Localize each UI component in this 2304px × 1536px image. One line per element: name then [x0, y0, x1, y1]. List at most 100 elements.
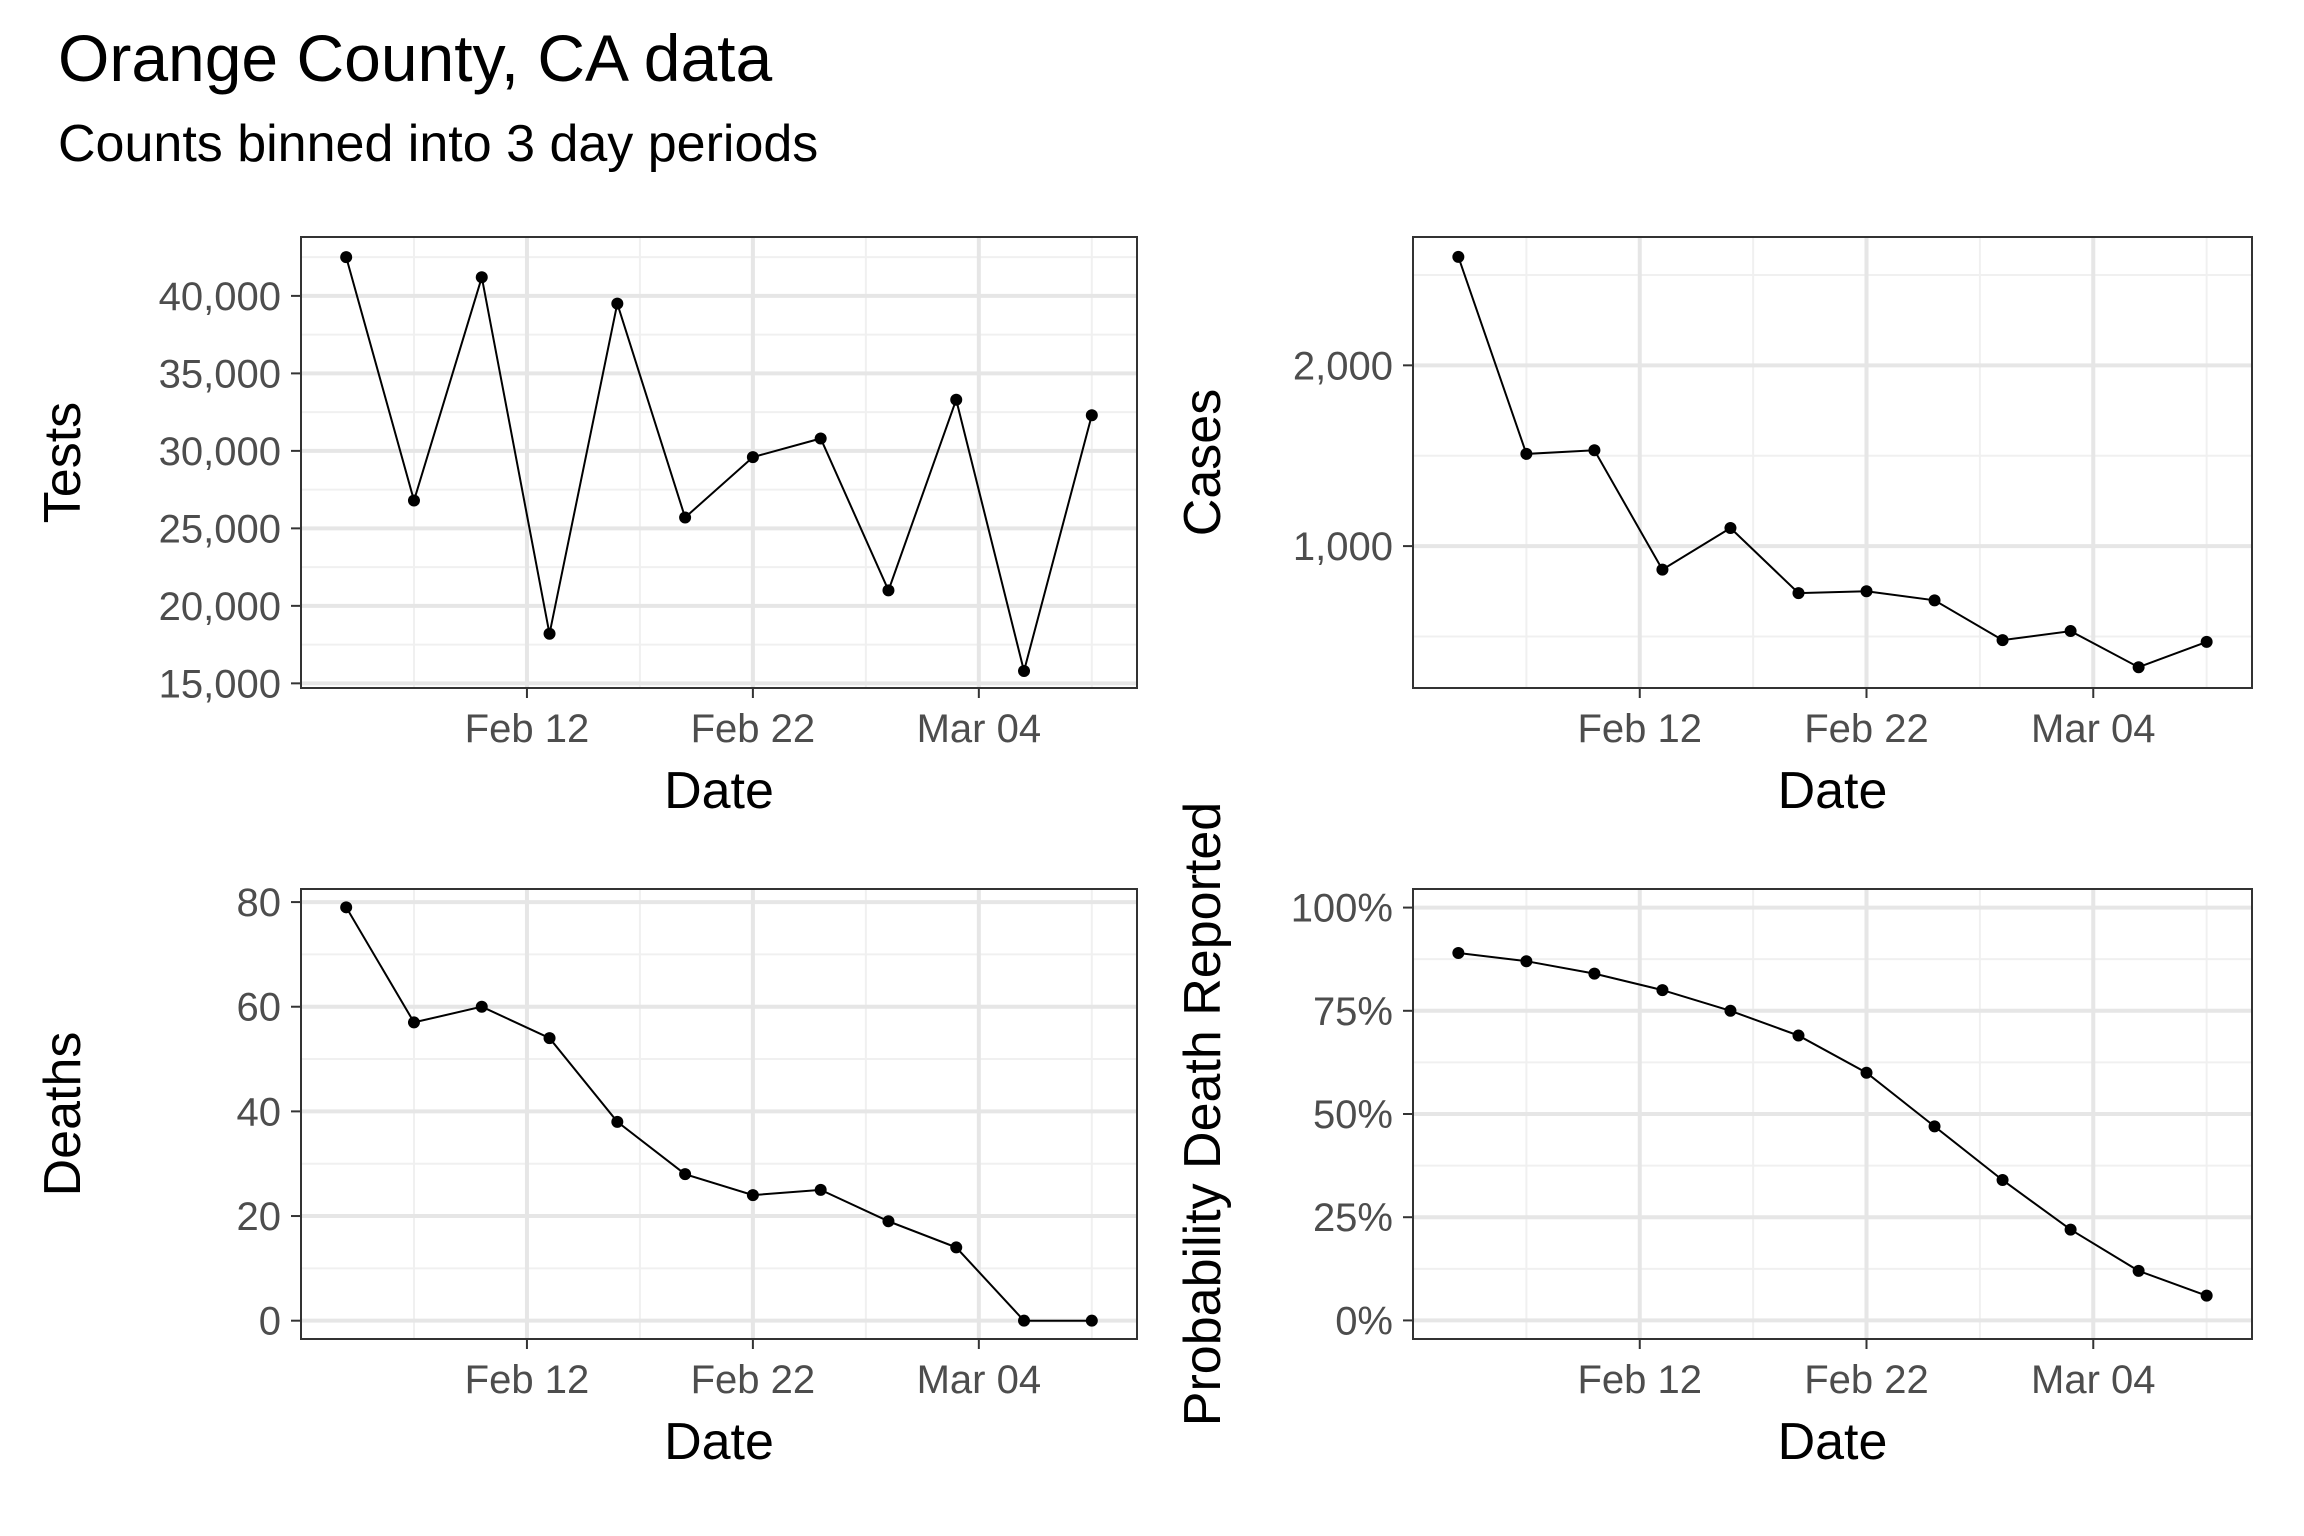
chart-panel-3: Feb 12 Feb 22 Mar 04 0 20 40 60 80 Date Deaths — [34, 881, 1138, 1471]
y-tick-label: 15,000 — [159, 662, 281, 706]
y-tick-label: 25,000 — [159, 507, 281, 551]
plot-background — [301, 889, 1137, 1339]
chart-panel-1: Feb 12 Feb 22 Mar 04 15,000 20,000 25,000 30,0… — [34, 236, 1138, 820]
y-tick-label: 40,000 — [159, 275, 281, 319]
data-point — [475, 271, 488, 284]
x-axis-title: Date — [1778, 1413, 1888, 1471]
data-point — [611, 1115, 624, 1128]
x-tick-label: Mar 04 — [917, 1358, 1042, 1402]
figure-title: Orange County, CA data — [58, 21, 773, 95]
panel-border — [300, 236, 1138, 689]
data-point — [1996, 1174, 2009, 1187]
data-point — [1452, 946, 1465, 959]
y-tick-label: 1,000 — [1293, 525, 1393, 569]
data-point — [746, 1189, 759, 1202]
data-point — [1792, 1029, 1805, 1042]
data-point — [340, 251, 353, 264]
x-tick-label: Feb 22 — [1804, 1358, 1929, 1402]
x-tick-label: Feb 22 — [691, 707, 816, 751]
data-point — [2064, 1223, 2077, 1236]
data-point — [2200, 1289, 2213, 1302]
y-tick-label: 2,000 — [1293, 344, 1393, 388]
data-point — [1018, 1314, 1031, 1327]
data-point — [746, 451, 759, 464]
y-axis-title: Deaths — [34, 1032, 92, 1197]
y-tick-label: 80 — [237, 881, 282, 925]
x-tick-label: Feb 12 — [1577, 707, 1702, 751]
data-point — [1656, 984, 1669, 997]
y-tick-label: 0% — [1335, 1299, 1393, 1343]
data-point — [1452, 250, 1465, 263]
data-point — [475, 1000, 488, 1013]
data-point — [611, 297, 624, 310]
y-tick-label: 30,000 — [159, 430, 281, 474]
data-point — [1928, 1120, 1941, 1133]
data-point — [1792, 587, 1805, 600]
series-line — [345, 906, 1092, 1322]
x-tick-label: Mar 04 — [2031, 707, 2156, 751]
y-tick-label: 75% — [1313, 990, 1393, 1034]
chart-panel-4: Feb 12 Feb 22 Mar 04 0% 25% 50% 75% 100% Date Pro… — [1174, 802, 2253, 1471]
chart-panel-2: Feb 12 Feb 22 Mar 04 1,000 2,000 Date Cases — [1174, 236, 2253, 820]
y-axis-title: Cases — [1174, 389, 1232, 536]
plot-background — [301, 237, 1137, 688]
data-point — [1656, 563, 1669, 576]
x-tick-label: Feb 12 — [1577, 1358, 1702, 1402]
data-point — [1588, 967, 1601, 980]
data-point — [1860, 1066, 1873, 1079]
y-tick-label: 20 — [237, 1195, 282, 1239]
plot-background — [1413, 237, 2252, 688]
y-tick-label: 35,000 — [159, 352, 281, 396]
data-point — [1724, 522, 1737, 535]
data-point — [814, 432, 827, 445]
series-line — [1458, 952, 2207, 1297]
data-point — [340, 901, 353, 914]
data-point — [543, 1032, 556, 1045]
data-point — [1520, 955, 1533, 968]
data-point — [950, 1241, 963, 1254]
data-point — [2064, 625, 2077, 638]
y-tick-label: 20,000 — [159, 585, 281, 629]
data-point — [407, 494, 420, 507]
data-point — [1520, 447, 1533, 460]
y-tick-label: 50% — [1313, 1093, 1393, 1137]
panel-border — [300, 888, 1138, 1340]
x-tick-label: Mar 04 — [917, 707, 1042, 751]
y-tick-label: 25% — [1313, 1196, 1393, 1240]
panel-border — [1412, 888, 2253, 1340]
data-point — [1724, 1004, 1737, 1017]
data-point — [1588, 444, 1601, 457]
data-point — [2132, 661, 2145, 674]
series-line — [345, 256, 1093, 672]
data-point — [407, 1016, 420, 1029]
y-axis-title: Tests — [34, 402, 92, 523]
y-tick-label: 60 — [237, 986, 282, 1030]
series-line — [1457, 256, 2207, 669]
data-point — [882, 584, 895, 597]
data-point — [1860, 585, 1873, 598]
data-point — [679, 511, 692, 524]
figure-subtitle: Counts binned into 3 day periods — [58, 115, 819, 173]
data-point — [2200, 635, 2213, 648]
data-point — [1996, 634, 2009, 647]
panel-border — [1412, 236, 2253, 689]
data-point — [1928, 594, 1941, 607]
data-point — [1085, 1314, 1098, 1327]
data-point — [814, 1183, 827, 1196]
x-axis-title: Date — [664, 762, 774, 820]
x-tick-label: Feb 22 — [1804, 707, 1929, 751]
data-point — [950, 393, 963, 406]
x-tick-label: Mar 04 — [2031, 1358, 2156, 1402]
y-tick-label: 100% — [1291, 887, 1393, 931]
x-axis-title: Date — [1778, 762, 1888, 820]
y-axis-title: Probability Death Reported — [1174, 802, 1232, 1426]
x-tick-label: Feb 12 — [465, 1358, 590, 1402]
x-tick-label: Feb 22 — [691, 1358, 816, 1402]
data-point — [882, 1215, 895, 1228]
x-axis-title: Date — [664, 1413, 774, 1471]
y-tick-label: 0 — [259, 1300, 281, 1344]
y-tick-label: 40 — [237, 1090, 282, 1134]
data-point — [1085, 409, 1098, 422]
data-point — [679, 1168, 692, 1181]
